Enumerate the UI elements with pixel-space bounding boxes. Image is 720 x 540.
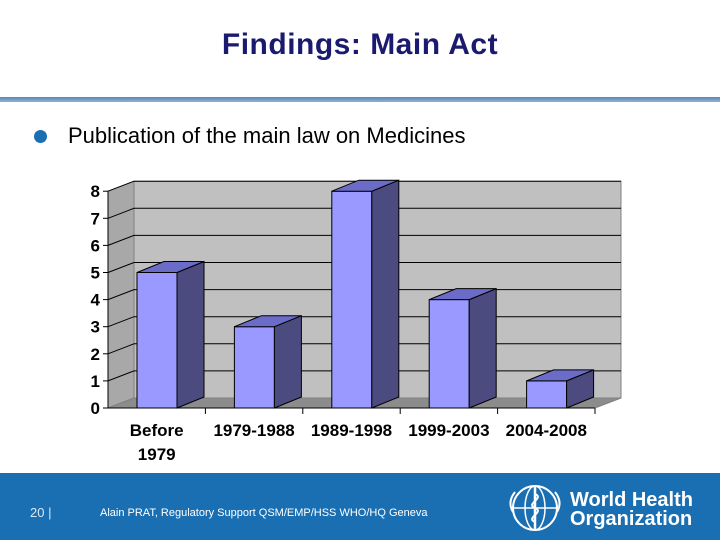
title-divider [0, 97, 720, 102]
y-tick-label: 4 [91, 291, 101, 310]
bar-top [526, 369, 594, 382]
grid-line [107, 180, 621, 192]
x-tick-label: 1979 [138, 445, 176, 464]
footer-credit: Alain PRAT, Regulatory Support QSM/EMP/H… [100, 507, 428, 519]
x-tick-label: Before [130, 421, 184, 440]
who-emblem-icon [509, 485, 561, 531]
y-tick-label: 0 [91, 399, 100, 418]
bar-top [331, 179, 399, 192]
bar-front [233, 326, 275, 409]
grid-line [107, 207, 621, 219]
y-tick-label: 2 [91, 345, 100, 364]
y-tick-label: 5 [91, 264, 100, 283]
bar-side [273, 314, 302, 409]
bar-side [176, 260, 205, 409]
bar-top [429, 288, 497, 301]
y-tick-label: 3 [91, 318, 100, 337]
x-tick-label: 1999-2003 [408, 421, 489, 440]
bar-front [428, 299, 470, 409]
grid-line [107, 262, 621, 273]
bar-front [331, 190, 373, 409]
bullet-icon [34, 130, 47, 143]
bar-chart: 0 1 2 3 4 5 6 7 8 Before 1979 1979-1988 1989-1998 199… [91, 179, 622, 464]
x-tick-label: 1989-1998 [311, 421, 392, 440]
bar-top [136, 261, 205, 273]
who-wordmark: World Health Organization [570, 489, 693, 530]
slide-title: Findings: Main Act [221, 28, 499, 61]
who-wordmark-line1: World Health [570, 489, 693, 511]
x-tick-label: 1979-1988 [213, 421, 294, 440]
bar-front [526, 380, 568, 409]
who-wordmark-line2: Organization [570, 508, 693, 530]
bar-side [468, 287, 497, 409]
bar-top [234, 315, 302, 328]
footer-bar: 20 | Alain PRAT, Regulatory Support QSM/… [0, 473, 720, 540]
page-number: 20 | [30, 505, 52, 520]
bullet-text: Publication of the main law on Medicines [68, 123, 466, 148]
y-tick-label: 7 [91, 209, 100, 228]
x-tick-label: 2004-2008 [506, 421, 587, 440]
y-tick-label: 1 [91, 372, 100, 391]
bar-side [371, 179, 400, 409]
grid-line [107, 234, 621, 246]
bar-front [136, 272, 178, 409]
y-tick-label: 8 [91, 182, 100, 201]
y-tick-label: 6 [91, 236, 100, 255]
